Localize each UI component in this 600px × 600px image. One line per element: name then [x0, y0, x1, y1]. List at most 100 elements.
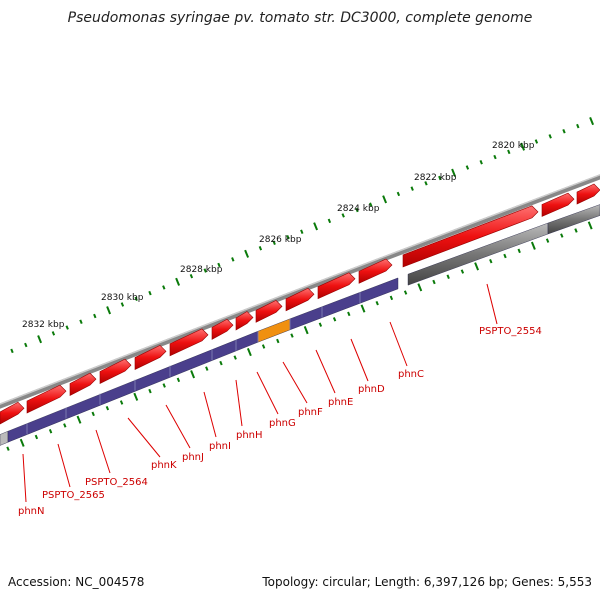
- gc-dot: [548, 134, 552, 139]
- cds-arrow[interactable]: [285, 287, 315, 312]
- gc-dot: [290, 333, 294, 338]
- cds-arrow[interactable]: [358, 258, 393, 284]
- gene-label[interactable]: phnK: [151, 460, 177, 471]
- genome-summary-text: Topology: circular; Length: 6,397,126 bp…: [262, 575, 592, 589]
- gc-dot: [176, 377, 181, 383]
- gc-dot: [545, 238, 550, 243]
- gc-dot: [65, 325, 69, 330]
- gc-dot: [341, 213, 345, 218]
- gc-dot: [318, 322, 323, 327]
- cds-arrow[interactable]: [134, 344, 167, 371]
- gc-dot: [360, 304, 366, 313]
- gene-segment[interactable]: [0, 430, 9, 446]
- gc-dot: [503, 253, 507, 259]
- cds-arrow[interactable]: [69, 372, 97, 397]
- gene-label[interactable]: phnH: [236, 430, 263, 441]
- gc-dot: [375, 300, 379, 306]
- gene-label[interactable]: phnD: [358, 384, 385, 395]
- cds-arrow[interactable]: [317, 272, 356, 300]
- gene-label[interactable]: phnG: [269, 418, 296, 429]
- gc-dot: [576, 123, 580, 129]
- tick-label: 2824 kbp: [337, 204, 380, 214]
- gene-label[interactable]: PSPTO_2554: [479, 326, 542, 337]
- gene-label[interactable]: phnN: [18, 506, 45, 517]
- gc-dot: [417, 283, 423, 292]
- cds-arrow[interactable]: [576, 183, 600, 205]
- gene-label[interactable]: phnJ: [182, 452, 204, 463]
- gc-dot: [37, 335, 43, 344]
- gc-dot: [534, 139, 539, 144]
- cds-arrow[interactable]: [99, 358, 132, 384]
- gc-dot: [451, 168, 457, 177]
- gc-dot: [530, 241, 536, 250]
- gc-dot: [175, 277, 181, 286]
- gc-dot: [76, 415, 82, 424]
- cds-arrow[interactable]: [0, 401, 25, 425]
- gc-dot: [424, 181, 428, 186]
- gc-dot: [286, 235, 290, 240]
- gc-dot: [63, 423, 67, 428]
- gene-label[interactable]: PSPTO_2565: [42, 490, 105, 501]
- gc-dot: [203, 268, 207, 273]
- gc-dot: [133, 392, 139, 401]
- gc-dot: [24, 342, 28, 348]
- gene-label[interactable]: phnI: [209, 441, 231, 452]
- gc-dot: [79, 319, 83, 324]
- gc-dot: [560, 233, 564, 238]
- gc-dot: [162, 285, 166, 290]
- gene-track: [0, 204, 600, 446]
- gc-dot: [432, 279, 436, 285]
- cds-arrow[interactable]: [402, 205, 539, 268]
- gc-dot: [276, 338, 280, 344]
- gene-segment[interactable]: [547, 204, 600, 235]
- tick-label: 2822 kbp: [414, 173, 457, 183]
- cds-arrow[interactable]: [211, 318, 234, 340]
- gene-label[interactable]: phnE: [328, 397, 353, 408]
- gc-dot: [48, 428, 53, 434]
- gc-dot: [389, 295, 394, 301]
- gc-dot: [6, 446, 10, 451]
- gc-dot: [258, 246, 263, 251]
- gc-dot: [189, 273, 194, 279]
- gc-content-track: [10, 117, 595, 354]
- tick-label: 2830 kbp: [101, 293, 144, 303]
- gene-label[interactable]: phnC: [398, 369, 424, 380]
- gc-dot: [190, 370, 196, 379]
- label-connector: [203, 391, 217, 438]
- gc-dot: [91, 411, 95, 417]
- gc-dot: [438, 175, 442, 181]
- gc-dot: [369, 202, 373, 207]
- label-connector: [282, 361, 308, 404]
- label-connector: [389, 321, 408, 367]
- cds-arrow[interactable]: [541, 192, 575, 217]
- tick-label: 2826 kbp: [259, 235, 302, 245]
- cds-arrow[interactable]: [169, 328, 209, 357]
- genome-backbone: [0, 174, 600, 409]
- gc-dot: [19, 438, 25, 447]
- label-connector: [95, 429, 111, 474]
- label-connector: [127, 417, 161, 458]
- gc-dot: [410, 186, 414, 191]
- gc-dot: [589, 117, 595, 126]
- cds-arrow[interactable]: [26, 384, 67, 414]
- label-connectors: [22, 283, 498, 503]
- gc-dot: [148, 290, 152, 296]
- gene-segment[interactable]: [257, 318, 291, 343]
- label-connector: [165, 404, 191, 449]
- label-connector: [350, 338, 369, 382]
- cds-arrow[interactable]: [255, 299, 283, 323]
- gene-label[interactable]: phnF: [298, 407, 323, 418]
- tick-label: 2832 kbp: [22, 320, 65, 330]
- gc-dot: [148, 388, 152, 394]
- accession-text: Accession: NC_004578: [8, 575, 145, 589]
- gc-dot: [272, 240, 276, 245]
- gc-dot: [219, 360, 223, 366]
- gc-dot: [517, 248, 521, 254]
- gc-dot: [261, 344, 266, 349]
- gc-dot: [446, 274, 450, 280]
- gene-label[interactable]: PSPTO_2564: [85, 477, 148, 488]
- cds-arrow[interactable]: [235, 311, 254, 331]
- gc-dot: [403, 290, 408, 295]
- gc-dot: [574, 228, 578, 233]
